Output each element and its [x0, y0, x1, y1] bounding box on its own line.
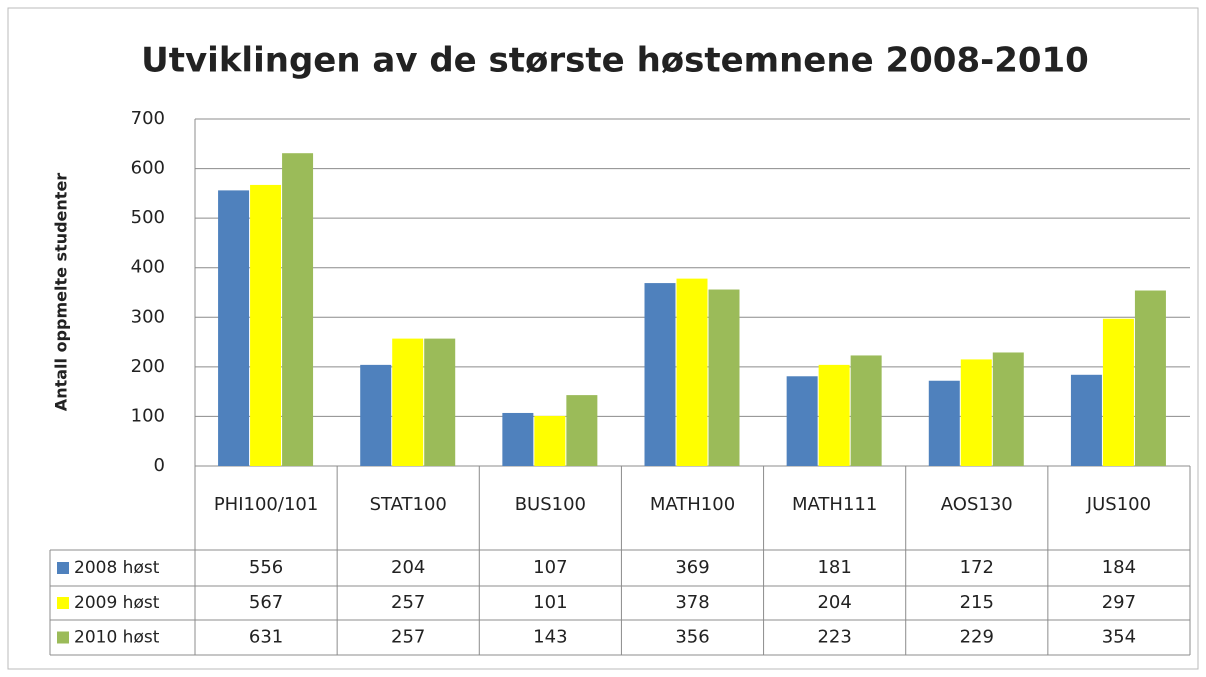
table-value: 567 [249, 592, 283, 613]
y-tick-label: 500 [131, 207, 165, 228]
bar [818, 364, 850, 466]
bar [566, 395, 598, 466]
bar [360, 364, 392, 466]
x-tick-label: AOS130 [941, 494, 1013, 515]
legend-label: 2010 høst [74, 628, 160, 648]
table-value: 204 [391, 557, 425, 578]
bar [644, 283, 676, 466]
table-value: 378 [675, 592, 709, 613]
y-tick-label: 100 [131, 405, 165, 426]
table-value: 354 [1102, 627, 1136, 648]
table-value: 204 [817, 592, 851, 613]
table-value: 101 [533, 592, 567, 613]
table-value: 356 [675, 627, 709, 648]
table-value: 215 [960, 592, 994, 613]
x-tick-label: JUS100 [1086, 494, 1151, 515]
table-value: 181 [817, 557, 851, 578]
x-tick-label: MATH111 [792, 494, 877, 515]
table-value: 257 [391, 627, 425, 648]
table-value: 369 [675, 557, 709, 578]
legend-label: 2009 høst [74, 593, 160, 613]
legend-key [57, 631, 69, 644]
bar [960, 359, 992, 466]
bar [1102, 318, 1134, 466]
y-axis-label: Antall oppmelte studenter [52, 173, 71, 411]
legend-key [57, 562, 69, 574]
table-value: 143 [533, 627, 567, 648]
table-value: 631 [249, 627, 283, 648]
chart-frame [7, 7, 1199, 670]
table-value: 107 [533, 557, 567, 578]
y-tick-label: 400 [131, 257, 165, 278]
bar [424, 338, 456, 466]
bar [676, 278, 708, 466]
legend-key [57, 597, 69, 609]
table-value: 184 [1102, 557, 1136, 578]
x-tick-label: MATH100 [650, 494, 735, 515]
table-value: 257 [391, 592, 425, 613]
bar [534, 415, 566, 466]
chart-title: Utviklingen av de største høstemnene 200… [141, 41, 1089, 81]
y-tick-label: 700 [131, 108, 165, 129]
table-value: 229 [960, 627, 994, 648]
bar [708, 289, 740, 466]
y-tick-label: 300 [131, 306, 165, 327]
bar [392, 338, 424, 466]
table-value: 172 [960, 557, 994, 578]
legend-label: 2008 høst [74, 558, 160, 578]
bar [992, 352, 1024, 466]
bar [786, 376, 818, 466]
bar [282, 153, 314, 466]
table-value: 297 [1102, 592, 1136, 613]
bar [850, 355, 882, 466]
table-value: 556 [249, 557, 283, 578]
bar [1134, 290, 1166, 466]
table-value: 223 [817, 627, 851, 648]
bar [1070, 374, 1102, 466]
bar [928, 380, 960, 466]
x-tick-label: STAT100 [370, 494, 447, 515]
bar [218, 190, 250, 466]
bar [250, 184, 282, 466]
bar [502, 412, 534, 466]
y-tick-label: 200 [131, 356, 165, 377]
x-tick-label: PHI100/101 [214, 494, 318, 515]
x-tick-label: BUS100 [515, 494, 586, 515]
y-tick-label: 0 [154, 455, 165, 476]
y-tick-label: 600 [131, 158, 165, 179]
